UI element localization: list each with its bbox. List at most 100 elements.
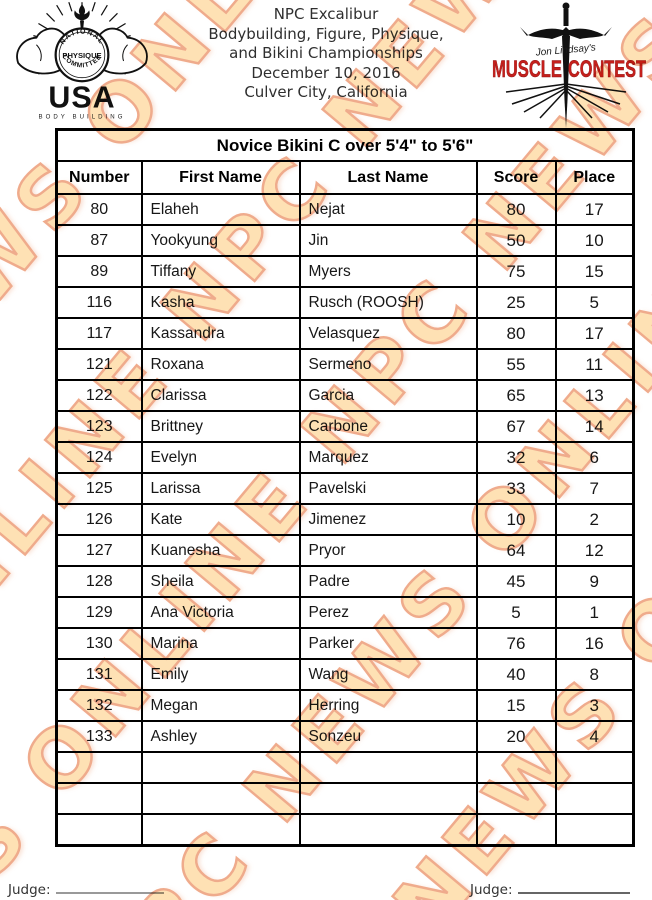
table-row: 125 Larissa Pavelski 33 7 xyxy=(55,472,635,505)
table-title: Novice Bikini C over 5'4" to 5'6" xyxy=(55,128,635,162)
npc-circle-text-mid: PHYSIQUE xyxy=(62,51,101,60)
table-row: 127 Kuanesha Pryor 64 12 xyxy=(55,534,635,567)
table-row: 133 Ashley Sonzeu 20 4 xyxy=(55,720,635,753)
place-cell: 17 xyxy=(554,317,635,350)
table-row: 80 Elaheh Nejat 80 17 xyxy=(55,193,635,226)
score-cell: 10 xyxy=(475,503,557,536)
place-cell: 3 xyxy=(554,689,635,722)
column-header-row: Number First Name Last Name Score Place xyxy=(55,160,635,195)
contest-wordmark: CONTEST xyxy=(568,56,646,83)
score-cell: 33 xyxy=(475,472,557,505)
number-cell: 124 xyxy=(55,441,143,474)
last-name-cell: Jimenez xyxy=(298,503,478,536)
score-cell: 64 xyxy=(475,534,557,567)
event-name-line3: and Bikini Championships xyxy=(229,44,423,62)
number-cell: 126 xyxy=(55,503,143,536)
judge-signature-left: Judge: xyxy=(8,880,164,898)
place-cell: 17 xyxy=(554,193,635,226)
place-cell: 12 xyxy=(554,534,635,567)
score-cell: 50 xyxy=(475,224,557,257)
table-row: 121 Roxana Sermeno 55 11 xyxy=(55,348,635,381)
npc-usa-logo: NATIONAL PHYSIQUE COMMITTEE USA BODY BUI… xyxy=(16,2,148,121)
judge-label-right: Judge: xyxy=(470,882,513,898)
number-cell: 87 xyxy=(55,224,143,257)
results-table: Novice Bikini C over 5'4" to 5'6" Number… xyxy=(55,128,635,847)
sword-icon xyxy=(520,2,612,128)
first-name-cell: Roxana xyxy=(140,348,301,381)
last-name-cell: Velasquez xyxy=(298,317,478,350)
first-name-cell: Clarissa xyxy=(140,379,301,412)
column-header-number: Number xyxy=(55,160,143,195)
table-row xyxy=(55,751,635,784)
place-cell: 5 xyxy=(554,286,635,319)
last-name-cell xyxy=(298,751,478,784)
table-row: 117 Kassandra Velasquez 80 17 xyxy=(55,317,635,350)
first-name-cell: Megan xyxy=(140,689,301,722)
number-cell: 80 xyxy=(55,193,143,226)
last-name-cell: Rusch (ROOSH) xyxy=(298,286,478,319)
event-name-line2: Bodybuilding, Figure, Physique, xyxy=(208,24,444,43)
place-cell: 8 xyxy=(554,658,635,691)
signature-line-left xyxy=(55,880,164,894)
last-name-cell: Sonzeu xyxy=(298,720,478,753)
score-cell: 80 xyxy=(475,317,557,350)
score-cell: 15 xyxy=(475,689,557,722)
number-cell: 130 xyxy=(55,627,143,660)
first-name-cell: Larissa xyxy=(140,472,301,505)
torch-icon xyxy=(74,4,90,31)
last-name-cell: Parker xyxy=(298,627,478,660)
place-cell: 13 xyxy=(554,379,635,412)
number-cell: 129 xyxy=(55,596,143,629)
number-cell: 117 xyxy=(55,317,143,350)
number-cell: 133 xyxy=(55,720,143,753)
table-row: 123 Brittney Carbone 67 14 xyxy=(55,410,635,443)
place-cell: 4 xyxy=(554,720,635,753)
score-cell: 5 xyxy=(475,596,557,629)
table-row: 116 Kasha Rusch (ROOSH) 25 5 xyxy=(55,286,635,319)
score-cell: 80 xyxy=(475,193,557,226)
table-row: 129 Ana Victoria Perez 5 1 xyxy=(55,596,635,629)
first-name-cell: Evelyn xyxy=(140,441,301,474)
muscle-contest-logo: Jon Lindsay's MUSCLE CONTEST xyxy=(492,2,646,128)
first-name-cell: Brittney xyxy=(140,410,301,443)
table-row xyxy=(55,813,635,847)
last-name-cell: Wang xyxy=(298,658,478,691)
number-cell: 125 xyxy=(55,472,143,505)
last-name-cell: Myers xyxy=(298,255,478,288)
column-header-place: Place xyxy=(554,160,635,195)
score-cell: 75 xyxy=(475,255,557,288)
place-cell: 7 xyxy=(554,472,635,505)
muscle-wordmark: MUSCLE xyxy=(492,56,562,83)
place-cell: 1 xyxy=(554,596,635,629)
number-cell xyxy=(55,751,143,784)
number-cell: 132 xyxy=(55,689,143,722)
event-name-line1: NPC Excalibur xyxy=(273,5,379,23)
first-name-cell xyxy=(140,751,301,784)
body-building-tagline: BODY BUILDING xyxy=(38,114,125,121)
npc-circle-seal xyxy=(54,27,110,83)
place-cell: 14 xyxy=(554,410,635,443)
table-row: 130 Marina Parker 76 16 xyxy=(55,627,635,660)
last-name-cell: Pryor xyxy=(298,534,478,567)
first-name-cell: Marina xyxy=(140,627,301,660)
first-name-cell: Sheila xyxy=(140,565,301,598)
signature-line-right xyxy=(517,880,630,894)
place-cell: 2 xyxy=(554,503,635,536)
usa-wordmark: USA xyxy=(48,81,115,115)
event-date: December 10, 2016 xyxy=(251,63,401,82)
score-cell: 20 xyxy=(475,720,557,753)
place-cell xyxy=(554,751,635,784)
judge-signature-right: Judge: xyxy=(470,880,630,898)
first-name-cell: Kuanesha xyxy=(140,534,301,567)
first-name-cell xyxy=(140,813,301,847)
table-row: 89 Tiffany Myers 75 15 xyxy=(55,255,635,288)
table-row: 87 Yookyung Jin 50 10 xyxy=(55,224,635,257)
first-name-cell: Yookyung xyxy=(140,224,301,257)
number-cell: 123 xyxy=(55,410,143,443)
jon-lindsays-script: Jon Lindsay's xyxy=(534,42,596,58)
last-name-cell xyxy=(298,813,478,847)
event-title-block: NPC Excalibur Bodybuilding, Figure, Phys… xyxy=(166,5,486,103)
last-name-cell: Sermeno xyxy=(298,348,478,381)
place-cell: 11 xyxy=(554,348,635,381)
